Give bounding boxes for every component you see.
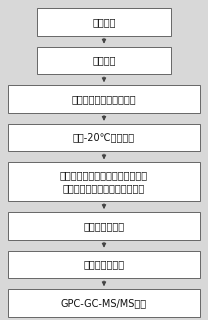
Text: 加水浸润: 加水浸润 <box>92 55 116 65</box>
Bar <box>8 162 200 201</box>
Bar <box>37 8 171 36</box>
Text: 磁性吸附剂净化: 磁性吸附剂净化 <box>83 260 125 269</box>
Text: 离心，取上清液: 离心，取上清液 <box>83 221 125 231</box>
Bar <box>8 289 200 317</box>
Bar <box>8 85 200 113</box>
Bar <box>8 251 200 278</box>
Text: 置于-20℃冰箱冷冻: 置于-20℃冰箱冷冻 <box>73 132 135 143</box>
Text: 称取样品: 称取样品 <box>92 17 116 27</box>
Bar <box>8 124 200 151</box>
Bar <box>37 47 171 74</box>
Text: 加入甲苯、无水硫酸镁、氯化钠、
柠檬酸钠和柠檬酸氢二钠，振荡: 加入甲苯、无水硫酸镁、氯化钠、 柠檬酸钠和柠檬酸氢二钠，振荡 <box>60 170 148 193</box>
Bar <box>8 212 200 240</box>
Text: GPC-GC-MS/MS检测: GPC-GC-MS/MS检测 <box>61 298 147 308</box>
Text: 加入内标和提取液，振荡: 加入内标和提取液，振荡 <box>72 94 136 104</box>
